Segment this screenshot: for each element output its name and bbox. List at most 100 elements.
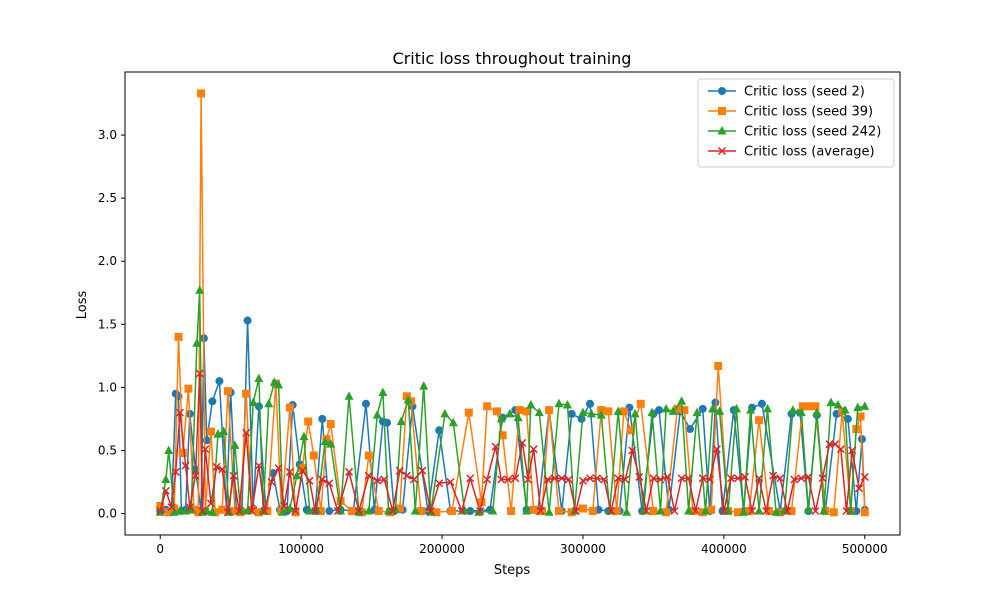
- data-point: [607, 506, 616, 516]
- data-point: [833, 400, 843, 409]
- data-point: [247, 506, 256, 516]
- x-tick-label: 300000: [560, 542, 606, 556]
- data-point: [496, 413, 506, 423]
- data-point: [493, 407, 501, 416]
- data-point: [292, 470, 302, 480]
- data-point: [776, 474, 785, 483]
- y-tick-label: 2.5: [98, 191, 117, 205]
- data-point: [254, 373, 264, 383]
- data-point: [692, 407, 702, 417]
- data-point: [515, 406, 524, 415]
- data-point: [656, 475, 665, 484]
- data-point: [555, 507, 563, 516]
- data-point: [333, 506, 342, 516]
- data-point: [663, 472, 672, 481]
- data-point: [364, 506, 374, 515]
- data-point: [860, 472, 869, 481]
- data-point: [739, 507, 749, 516]
- x-tick-label: 400000: [701, 542, 747, 556]
- data-point: [691, 506, 700, 516]
- data-point: [345, 467, 354, 476]
- data-point: [588, 507, 597, 516]
- data-point: [544, 507, 554, 516]
- data-point: [322, 435, 331, 444]
- data-point: [305, 476, 314, 485]
- data-point: [254, 508, 263, 517]
- data-point: [732, 403, 742, 413]
- data-point: [410, 506, 420, 515]
- data-point: [733, 508, 742, 517]
- data-point: [488, 506, 498, 515]
- data-point: [698, 404, 707, 413]
- data-point: [649, 474, 658, 483]
- data-point: [538, 507, 547, 516]
- data-point: [726, 474, 735, 483]
- data-point: [274, 464, 283, 473]
- data-point: [498, 431, 507, 440]
- data-point: [597, 406, 606, 415]
- data-point: [185, 503, 194, 512]
- data-point: [636, 399, 645, 408]
- data-point: [264, 398, 274, 408]
- data-point: [593, 474, 602, 483]
- y-tick-label: 0.0: [98, 507, 117, 521]
- data-point: [826, 397, 836, 407]
- data-point: [705, 475, 714, 484]
- data-point: [788, 405, 798, 414]
- data-point: [299, 431, 309, 441]
- data-point: [215, 377, 224, 386]
- data-point: [655, 506, 665, 515]
- data-point: [491, 442, 500, 451]
- data-point: [373, 476, 382, 485]
- data-point: [622, 507, 632, 516]
- data-point: [298, 464, 307, 473]
- data-point: [647, 407, 657, 417]
- data-point: [291, 506, 300, 516]
- data-point: [680, 406, 689, 415]
- data-point: [466, 474, 475, 483]
- data-point: [305, 506, 315, 515]
- data-point: [206, 427, 215, 436]
- data-point: [418, 466, 427, 475]
- data-point: [174, 332, 183, 341]
- data-point: [596, 410, 606, 419]
- data-point: [197, 89, 206, 98]
- data-point: [545, 406, 554, 415]
- data-point: [156, 501, 165, 510]
- y-tick-label: 1.0: [98, 380, 117, 394]
- data-point: [213, 429, 223, 438]
- y-axis-label: Loss: [75, 291, 90, 320]
- series-line: [159, 372, 866, 514]
- data-point: [522, 407, 531, 416]
- data-point: [567, 409, 576, 418]
- data-point: [311, 506, 320, 516]
- legend-marker: [718, 87, 726, 95]
- data-point: [403, 395, 413, 404]
- data-point: [325, 479, 334, 488]
- data-point: [578, 476, 587, 485]
- data-point: [714, 361, 723, 370]
- data-point: [304, 417, 313, 426]
- data-point: [263, 507, 272, 516]
- data-point: [564, 475, 573, 484]
- data-point: [860, 508, 869, 517]
- x-tick-label: 100000: [278, 542, 324, 556]
- data-point: [378, 387, 388, 396]
- data-point: [396, 416, 406, 425]
- data-point: [326, 439, 336, 448]
- data-point: [677, 474, 686, 483]
- data-point: [673, 404, 682, 413]
- data-point: [518, 438, 527, 447]
- y-axis: 0.0 0.5 1.0 1.5 2.0 2.5 3.0: [98, 128, 125, 521]
- data-point: [769, 471, 778, 480]
- data-point: [507, 507, 516, 516]
- data-point: [764, 507, 773, 516]
- data-point: [811, 506, 820, 516]
- x-tick-label: 200000: [419, 542, 465, 556]
- data-point: [483, 475, 492, 484]
- data-point: [285, 403, 294, 412]
- data-point: [630, 408, 640, 418]
- data-point: [364, 471, 373, 480]
- series-4: [156, 369, 869, 517]
- data-point: [621, 475, 630, 484]
